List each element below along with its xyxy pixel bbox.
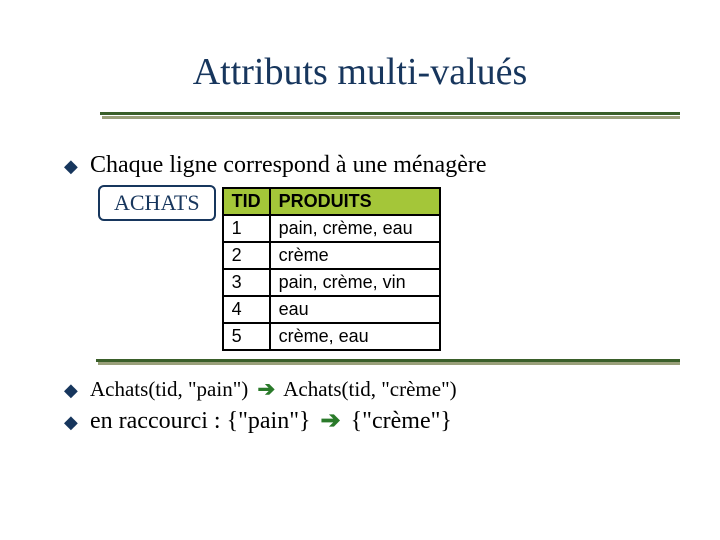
table-row: 1pain, crème, eau (223, 215, 440, 242)
achats-table: TID PRODUITS 1pain, crème, eau2crème3pai… (222, 187, 441, 351)
cell-tid: 5 (223, 323, 270, 350)
cell-tid: 4 (223, 296, 270, 323)
mid-rule-shadow (98, 362, 680, 365)
bullet-2-text: Achats(tid, "pain") ➔ Achats(tid, "crème… (90, 377, 457, 402)
bullet-icon: ◆ (60, 381, 90, 399)
bullet-3: ◆ en raccourci : {"pain"} ➔ {"crème"} (60, 406, 660, 435)
content-area: ◆ Chaque ligne correspond à une ménagère… (60, 152, 660, 435)
title-underline (100, 112, 660, 132)
title-underline-main (100, 112, 680, 115)
cell-prod: crème (270, 242, 440, 269)
mid-rule (96, 359, 660, 371)
cell-tid: 3 (223, 269, 270, 296)
bullet-icon: ◆ (60, 413, 90, 431)
b2-left: Achats(tid, "pain") (90, 377, 248, 401)
b3-left: en raccourci : {"pain"} (90, 408, 311, 434)
bullet-icon: ◆ (60, 157, 90, 175)
bullet-1-text: Chaque ligne correspond à une ménagère (90, 152, 487, 179)
cell-tid: 1 (223, 215, 270, 242)
th-prod: PRODUITS (270, 188, 440, 215)
cell-prod: pain, crème, vin (270, 269, 440, 296)
bullet-2: ◆ Achats(tid, "pain") ➔ Achats(tid, "crè… (60, 377, 660, 402)
bullet-3-text: en raccourci : {"pain"} ➔ {"crème"} (90, 406, 452, 435)
slide: Attributs multi-valués ◆ Chaque ligne co… (0, 0, 720, 540)
table-row: 2crème (223, 242, 440, 269)
bullet-1: ◆ Chaque ligne correspond à une ménagère (60, 152, 660, 179)
th-tid: TID (223, 188, 270, 215)
cell-prod: crème, eau (270, 323, 440, 350)
page-title: Attributs multi-valués (60, 50, 660, 94)
arrow-icon: ➔ (254, 378, 280, 401)
cell-prod: eau (270, 296, 440, 323)
cell-tid: 2 (223, 242, 270, 269)
b3-right: {"crème"} (351, 408, 452, 434)
table-zone: ACHATS TID PRODUITS 1pain, crème, eau2cr… (98, 187, 660, 351)
cell-prod: pain, crème, eau (270, 215, 440, 242)
achats-label: ACHATS (98, 185, 216, 221)
table-header-row: TID PRODUITS (223, 188, 440, 215)
table-row: 3pain, crème, vin (223, 269, 440, 296)
table-row: 4eau (223, 296, 440, 323)
title-underline-shadow (102, 116, 680, 119)
mid-rule-main (96, 359, 680, 362)
b2-right: Achats(tid, "crème") (283, 377, 456, 401)
table-row: 5crème, eau (223, 323, 440, 350)
arrow-icon: ➔ (317, 407, 345, 434)
